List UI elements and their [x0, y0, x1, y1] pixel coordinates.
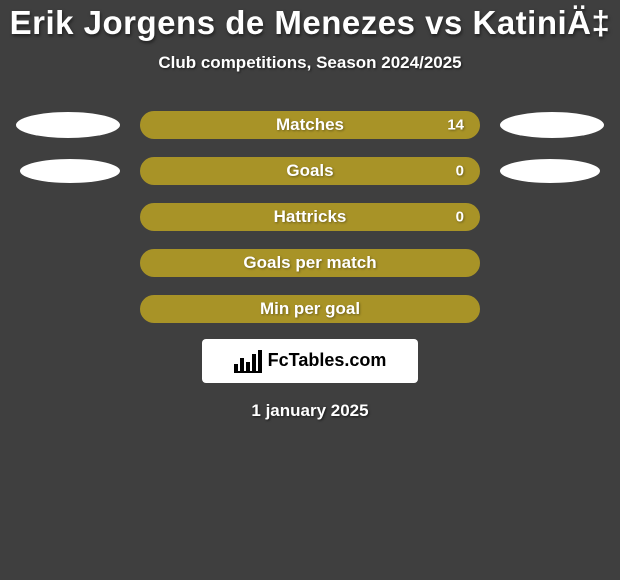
stat-bar-value-right: 0 — [456, 208, 464, 225]
stat-bar: Goals per match — [140, 249, 480, 277]
date-label: 1 january 2025 — [0, 401, 620, 421]
stat-bar: Matches 14 — [140, 111, 480, 139]
comparison-row: Min per goal — [0, 295, 620, 323]
logo-text-left: Fc — [268, 350, 289, 370]
left-value-ellipse — [20, 159, 120, 183]
page-title: Erik Jorgens de Menezes vs KatiniÄ‡ — [0, 6, 620, 41]
comparison-row: Matches 14 — [0, 111, 620, 139]
comparison-row: Goals 0 — [0, 157, 620, 185]
stat-bar: Goals 0 — [140, 157, 480, 185]
stat-bar-label: Hattricks — [274, 207, 347, 227]
stat-bar-label: Goals per match — [243, 253, 376, 273]
comparison-rows: Matches 14 Goals 0 Hattricks 0 Goals per match… — [0, 111, 620, 323]
right-value-ellipse — [500, 112, 604, 138]
comparison-row: Hattricks 0 — [0, 203, 620, 231]
stat-bar-label: Goals — [286, 161, 333, 181]
stat-bar-value-right: 14 — [447, 116, 464, 133]
stat-bar-value-right: 0 — [456, 162, 464, 179]
content: Erik Jorgens de Menezes vs KatiniÄ‡ Club… — [0, 0, 620, 421]
stat-bar-label: Matches — [276, 115, 344, 135]
logo-chart-icon — [234, 350, 262, 372]
logo-box: FcTables.com — [202, 339, 418, 383]
page-subtitle: Club competitions, Season 2024/2025 — [0, 53, 620, 73]
right-value-ellipse — [500, 159, 600, 183]
comparison-row: Goals per match — [0, 249, 620, 277]
stat-bar: Hattricks 0 — [140, 203, 480, 231]
logo-text: FcTables.com — [268, 350, 387, 371]
logo-text-right: Tables.com — [289, 350, 387, 370]
left-value-ellipse — [16, 112, 120, 138]
stat-bar-label: Min per goal — [260, 299, 360, 319]
stat-bar: Min per goal — [140, 295, 480, 323]
